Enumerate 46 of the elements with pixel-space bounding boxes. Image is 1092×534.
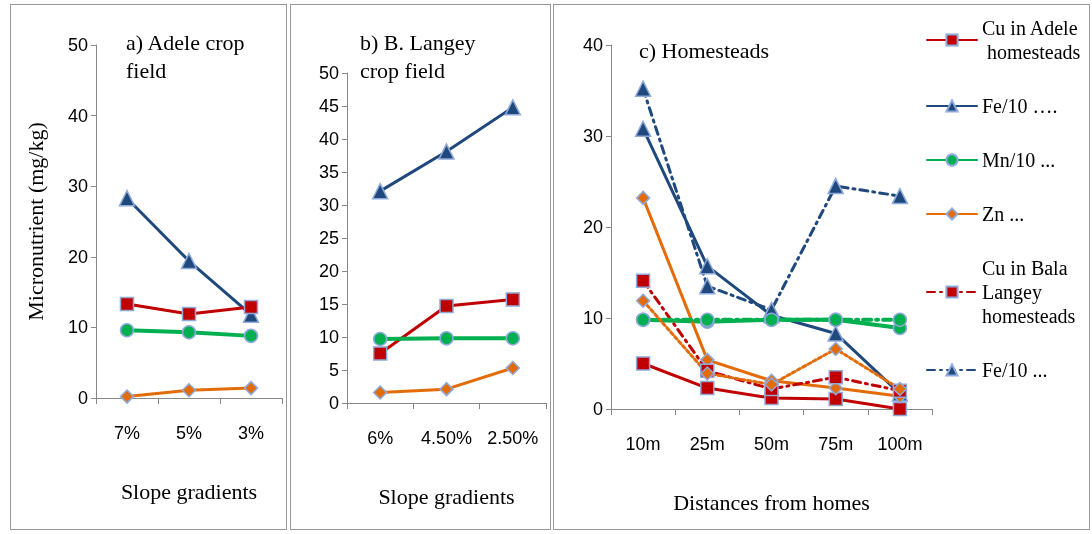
x-tick-label: 10m bbox=[625, 434, 661, 454]
y-tick-label: 30 bbox=[582, 126, 603, 146]
y-tick-label: 40 bbox=[67, 105, 88, 126]
y-tick-label: 20 bbox=[318, 261, 339, 281]
y-tick-label: 10 bbox=[67, 317, 88, 338]
legend-label: Cu in Bala Langey homesteads bbox=[982, 257, 1076, 327]
x-tick-label: 75m bbox=[818, 434, 854, 454]
legend-label: Cu in Adele homesteads bbox=[982, 17, 1081, 63]
x-tick-label: 6% bbox=[367, 428, 394, 448]
x-tick-label: 50m bbox=[753, 434, 790, 454]
y-tick-label: 40 bbox=[582, 35, 603, 55]
y-tick-label: 20 bbox=[67, 246, 88, 267]
y-tick-label: 10 bbox=[582, 308, 603, 328]
x-axis-title: Slope gradients bbox=[120, 478, 258, 504]
y-tick-label: 0 bbox=[77, 388, 88, 408]
y-tick-label: 30 bbox=[318, 195, 339, 215]
x-tick-label: 7% bbox=[113, 423, 141, 443]
y-tick-label: 10 bbox=[318, 327, 339, 347]
y-tick-label: 40 bbox=[318, 129, 339, 149]
y-tick-label: 30 bbox=[67, 176, 88, 197]
y-tick-label: 45 bbox=[318, 96, 339, 116]
x-axis-title: Distances from homes bbox=[673, 489, 870, 515]
y-axis-title: Micronutrient (mg/kg) bbox=[22, 122, 48, 321]
y-tick-label: 35 bbox=[318, 162, 339, 182]
chart-title: b) B. Langey crop field bbox=[360, 29, 481, 83]
x-tick-label: 100m bbox=[877, 434, 923, 454]
y-tick-label: 20 bbox=[582, 217, 603, 237]
y-tick-label: 0 bbox=[328, 393, 339, 413]
x-tick-label: 25m bbox=[689, 434, 725, 454]
legend-label: Fe/10 ... bbox=[982, 359, 1048, 381]
legend-label: Zn ... bbox=[982, 203, 1025, 225]
legend-label: Mn/10 ... bbox=[982, 149, 1056, 171]
chart-title: a) Adele crop field bbox=[126, 29, 250, 83]
y-tick-label: 0 bbox=[592, 399, 603, 419]
x-tick-label: 4.50% bbox=[420, 428, 473, 448]
x-tick-label: 3% bbox=[237, 423, 265, 443]
y-tick-label: 15 bbox=[318, 294, 339, 314]
chart-title: c) Homesteads bbox=[639, 37, 770, 63]
y-tick-label: 25 bbox=[318, 228, 339, 248]
y-tick-label: 50 bbox=[67, 35, 88, 55]
x-tick-label: 5% bbox=[175, 423, 203, 443]
x-axis-title: Slope gradients bbox=[378, 483, 515, 509]
legend-label: Fe/10 …. bbox=[982, 95, 1058, 117]
y-tick-label: 50 bbox=[318, 63, 339, 83]
x-tick-label: 2.50% bbox=[487, 428, 539, 448]
y-tick-label: 5 bbox=[328, 360, 339, 380]
